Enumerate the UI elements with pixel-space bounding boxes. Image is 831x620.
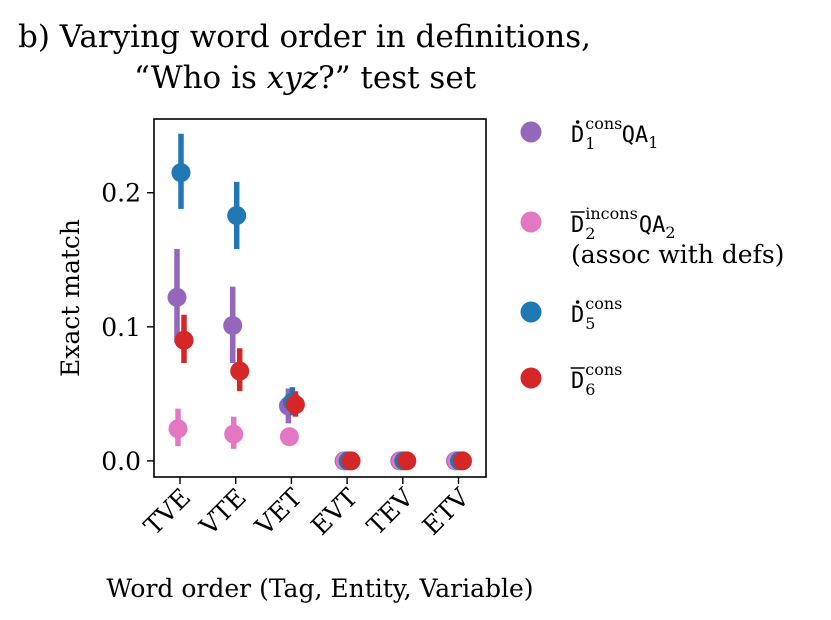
legend-label-superscript: cons xyxy=(585,114,622,133)
legend-label-subscript: 5 xyxy=(585,314,595,333)
x-tick-label: TVE xyxy=(138,483,196,541)
legend-accent-dot xyxy=(575,300,580,304)
series-1 xyxy=(167,249,465,471)
x-tick-label: ETV xyxy=(417,482,476,541)
chart-title-line-2-italic: xyz xyxy=(267,60,319,96)
legend-entry-4: Dcons 6 xyxy=(520,360,622,399)
y-tick-label: 0.1 xyxy=(101,313,141,342)
data-point xyxy=(230,361,250,381)
legend-accent-dot xyxy=(575,120,580,124)
legend-label-base: D xyxy=(571,213,584,238)
data-point xyxy=(223,315,243,335)
legend-label-base: D xyxy=(571,303,584,328)
legend-note: (assoc with defs) xyxy=(571,240,784,269)
data-point xyxy=(224,424,244,444)
x-tick-label: VET xyxy=(249,483,308,542)
chart-title-line-2-suffix: ?” test set xyxy=(318,60,477,96)
legend-label-suffix-subscript: 2 xyxy=(665,223,675,242)
chart-title-line-2: “Who is xyz?” test set xyxy=(134,60,477,96)
data-point xyxy=(167,287,187,307)
legend-label: Dcons 6 xyxy=(571,360,622,399)
series-4 xyxy=(174,314,472,471)
legend-label: Dcons 1 QA1 xyxy=(571,114,658,153)
data-point xyxy=(279,427,299,447)
legend-label-superscript: cons xyxy=(585,294,622,313)
data-point xyxy=(168,419,188,439)
legend-marker xyxy=(520,301,542,323)
legend-marker xyxy=(520,121,542,143)
data-point xyxy=(285,395,305,415)
series-2 xyxy=(168,408,466,471)
legend-entry-2: Dincons 2 QA2(assoc with defs) xyxy=(520,204,784,269)
legend-label-subscript: 6 xyxy=(585,380,595,399)
legend-label-suffix: QA xyxy=(639,213,666,238)
legend-label-base: D xyxy=(571,123,584,148)
data-point xyxy=(227,206,247,226)
data-point xyxy=(341,451,361,471)
legend-label-suffix: QA xyxy=(622,123,649,148)
legend-label-subscript: 1 xyxy=(585,134,595,153)
data-point xyxy=(171,163,191,183)
data-point xyxy=(453,451,472,471)
x-tick-label: VTE xyxy=(193,483,252,542)
legend-label: Dincons 2 QA2 xyxy=(571,204,676,243)
legend-label-subscript: 2 xyxy=(585,224,595,243)
x-tick-label: TEV xyxy=(361,482,420,541)
legend-marker xyxy=(520,367,542,389)
plot-frame xyxy=(153,118,487,478)
y-tick-label: 0.2 xyxy=(101,179,141,208)
legend-label: Dcons 5 xyxy=(571,294,622,333)
y-axis-label: Exact match xyxy=(56,219,85,377)
x-tick-label: EVT xyxy=(305,483,363,541)
legend-entry-3: Dcons 5 xyxy=(520,294,622,333)
series-3 xyxy=(171,133,469,471)
legend-entry-1: Dcons 1 QA1 xyxy=(520,114,658,153)
legend-label-superscript: incons xyxy=(585,204,638,223)
legend-label-superscript: cons xyxy=(585,360,622,379)
chart-title-line-1: b) Varying word order in definitions, xyxy=(18,19,591,55)
plot-marks xyxy=(167,133,472,471)
data-point xyxy=(397,451,417,471)
data-point xyxy=(174,330,194,350)
chart-title-line-2-prefix: “Who is xyxy=(134,60,267,96)
x-axis-label: Word order (Tag, Entity, Variable) xyxy=(106,574,533,603)
legend-label-suffix-subscript: 1 xyxy=(648,133,658,152)
legend-marker xyxy=(520,211,542,233)
y-tick-label: 0.0 xyxy=(101,447,141,476)
legend-label-base: D xyxy=(571,369,584,394)
